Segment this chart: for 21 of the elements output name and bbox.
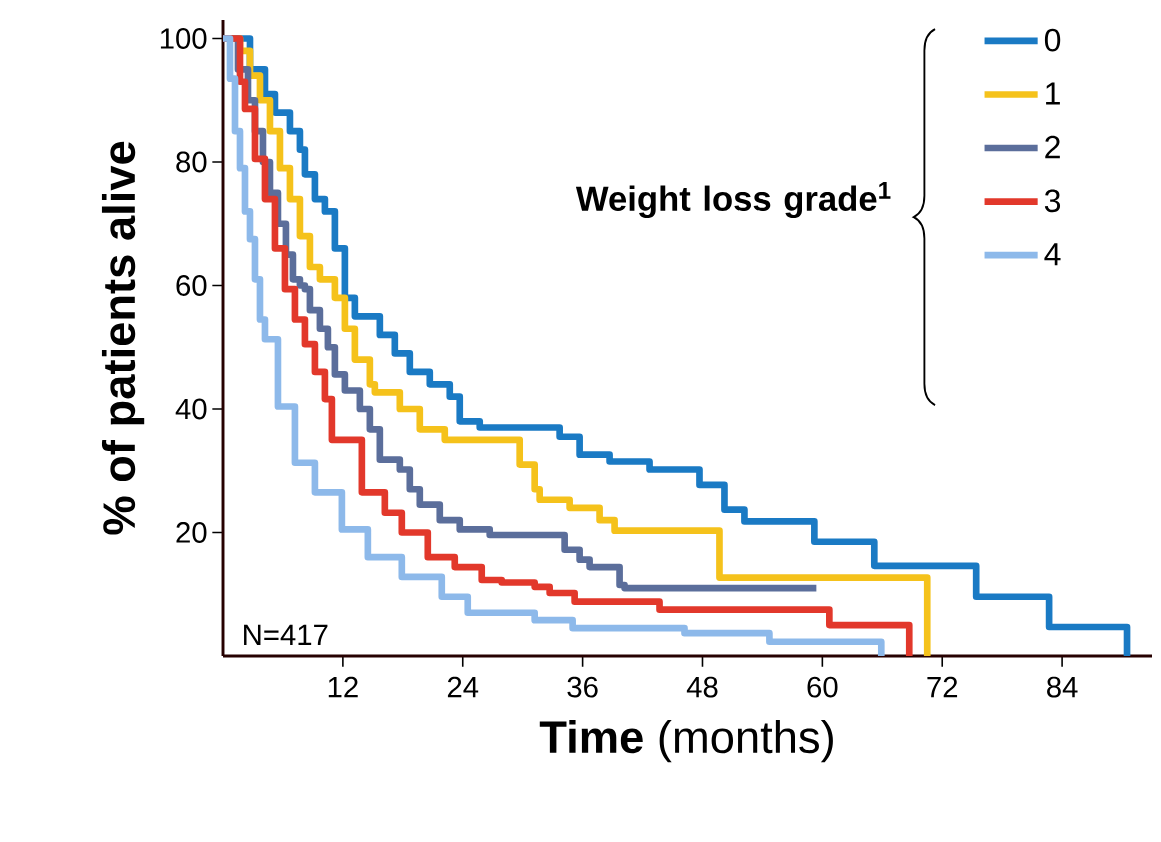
x-axis-title: Time (months) [539,719,833,763]
legend-label: 2 [1045,135,1060,159]
legend-title: Weight loss grade$^{1}$ [575,181,891,219]
legend-label: 3 [1044,189,1061,213]
x-tick-label: 12 [328,676,358,698]
legend-label: 0 [1044,28,1061,52]
y-axis-title: % of patients alive [101,141,145,535]
legend-label: 4 [1044,243,1061,266]
y-tick-label: 60 [176,275,207,296]
x-tick-label: 60 [807,676,838,698]
x-tick-label: 84 [1047,676,1078,698]
x-tick-label: 36 [567,676,598,698]
x-tick-label: 24 [447,676,479,698]
x-tick-label: 48 [686,676,718,698]
legend-label: 1 [1046,82,1060,105]
y-tick-label: 80 [176,151,207,173]
x-tick-label: 72 [927,676,958,698]
annotation: N=417 [244,624,328,645]
y-tick-label: 100 [160,28,207,49]
y-tick-label: 40 [175,398,207,420]
y-tick-label: 20 [176,522,207,543]
